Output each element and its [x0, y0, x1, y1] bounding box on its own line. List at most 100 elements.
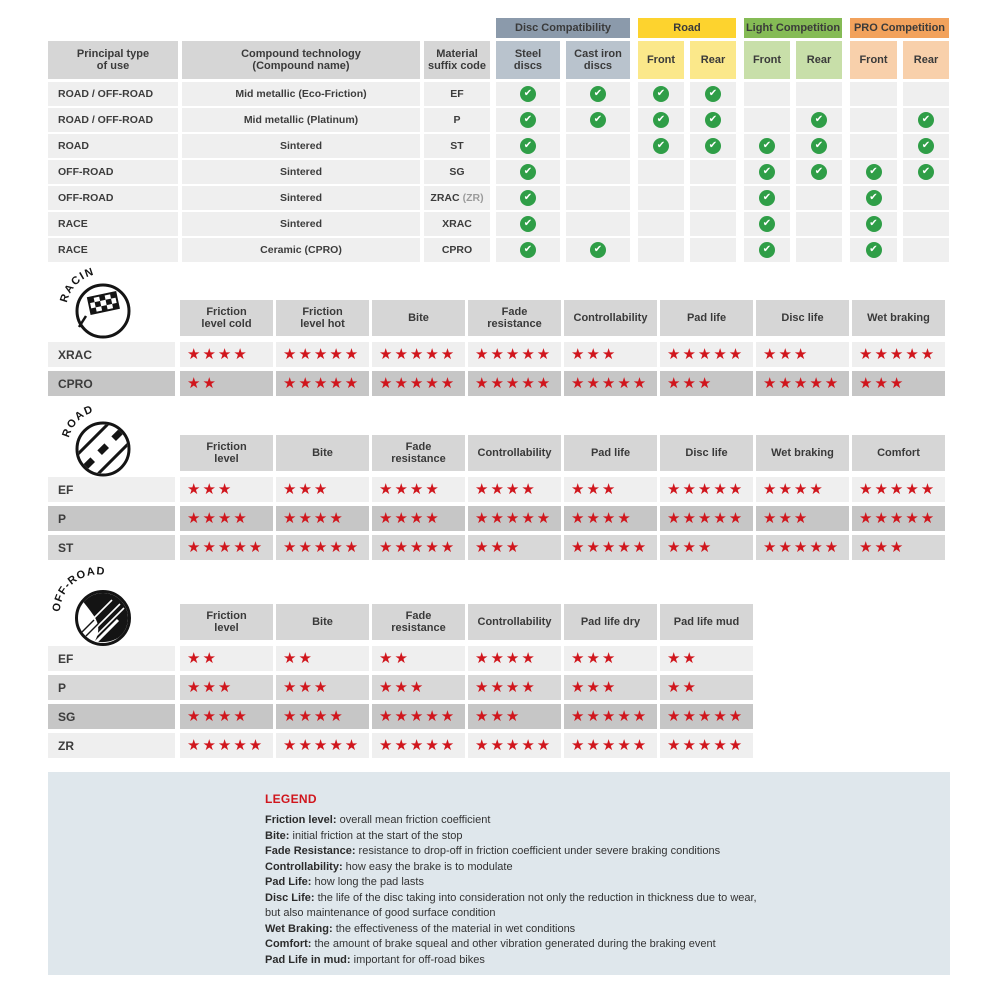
disc-compatibility-group-header: Disc Compatibility	[496, 18, 630, 38]
compatibility-cell	[903, 82, 949, 106]
compatibility-cell: ✔	[796, 160, 842, 184]
table-row: P ★★★★ ★★★★ ★★★★ ★★★★★ ★★★★ ★★★★★ ★★★ ★★★★★	[48, 506, 950, 531]
star-icons: ★★★★	[187, 707, 249, 725]
star-icons: ★★★★★	[667, 480, 745, 498]
star-rating-cell: ★★	[180, 371, 273, 396]
compatibility-cell	[796, 82, 842, 106]
road-icon: ROAD	[60, 403, 131, 477]
star-icons: ★★★	[571, 480, 618, 498]
compatibility-cell	[566, 134, 630, 158]
material-code-cell: XRAC	[424, 212, 490, 236]
rating-col-header-line: Friction	[302, 305, 343, 318]
star-icons: ★★★	[187, 480, 234, 498]
rating-col-header: Bite	[372, 300, 465, 336]
check-icon: ✔	[918, 164, 934, 180]
star-icons: ★★★★★	[379, 538, 457, 556]
star-icons: ★★★	[763, 345, 810, 363]
star-rating-cell: ★★★★★	[852, 342, 945, 367]
compatibility-cell	[638, 238, 684, 262]
star-rating-cell: ★★★★★	[372, 535, 465, 560]
check-icon: ✔	[520, 216, 536, 232]
col-header-steel-discs: Steel discs	[496, 41, 560, 79]
rating-rows: XRAC ★★★★ ★★★★★ ★★★★★ ★★★★★ ★★★ ★★★★★ ★★★ ★★★★★ C…	[48, 342, 950, 396]
table-row: EF ★★★ ★★★ ★★★★ ★★★★ ★★★ ★★★★★ ★★★★ ★★★★★	[48, 477, 950, 502]
col-header-pro-rear: Rear	[903, 41, 949, 79]
check-icon: ✔	[520, 112, 536, 128]
star-rating-cell: ★★★★★	[372, 371, 465, 396]
legend-item: but also maintenance of good surface con…	[265, 907, 496, 919]
star-icons: ★★★★★	[763, 374, 841, 392]
rating-header-row: Friction level Bite Fade resistance Controlla…	[48, 604, 950, 640]
rating-col-header-line: level	[214, 453, 239, 465]
star-rating-cell: ★★★★	[180, 506, 273, 531]
star-rating-cell: ★★★	[564, 342, 657, 367]
rating-col-header-line: Wet braking	[867, 311, 930, 324]
offroad-mud-icon: OFF-ROAD	[52, 566, 131, 646]
compound-code-label: P	[48, 675, 175, 700]
rating-col-header-line: Controllability	[477, 615, 552, 628]
compatibility-cell	[903, 238, 949, 262]
compatibility-cell	[796, 238, 842, 262]
star-rating-cell: ★★	[372, 646, 465, 671]
compatibility-cell: ✔	[496, 160, 560, 184]
star-rating-cell: ★★★	[468, 704, 561, 729]
star-rating-cell: ★★★★	[276, 506, 369, 531]
rating-col-header: Disc life	[756, 300, 849, 336]
star-rating-cell: ★★★	[372, 675, 465, 700]
check-icon: ✔	[759, 216, 775, 232]
road-rating-table: Friction level Bite Fade resistance Controlla…	[48, 435, 950, 564]
compatibility-cell: ✔	[496, 238, 560, 262]
star-rating-cell: ★★★★★	[564, 535, 657, 560]
rating-col-header-line: Pad life mud	[673, 615, 740, 628]
rating-col-header: Pad life dry	[564, 604, 657, 640]
star-rating-cell: ★★★★★	[276, 535, 369, 560]
rating-col-header-line: Pad life	[590, 446, 631, 459]
star-icons: ★★★	[571, 345, 618, 363]
star-icons: ★★★★★	[187, 538, 265, 556]
check-icon: ✔	[918, 112, 934, 128]
star-icons: ★★★★★	[571, 736, 649, 754]
check-icon: ✔	[653, 86, 669, 102]
star-icons: ★★★★★	[859, 480, 937, 498]
check-icon: ✔	[520, 86, 536, 102]
star-icons: ★★	[283, 649, 314, 667]
star-icons: ★★★★★	[667, 509, 745, 527]
check-icon: ✔	[653, 138, 669, 154]
star-icons: ★★★	[283, 480, 330, 498]
check-icon: ✔	[520, 242, 536, 258]
star-rating-cell: ★★★★★	[180, 535, 273, 560]
compatibility-cell	[850, 134, 897, 158]
compatibility-cell: ✔	[496, 186, 560, 210]
star-rating-cell: ★★★	[276, 675, 369, 700]
compatibility-cell	[566, 186, 630, 210]
light-competition-group-header: Light Competition	[744, 18, 842, 38]
material-code-cell: CPRO	[424, 238, 490, 262]
compatibility-cell	[850, 108, 897, 132]
rating-col-header: Bite	[276, 604, 369, 640]
star-icons: ★★★	[859, 538, 906, 556]
star-icons: ★★★★	[187, 509, 249, 527]
star-rating-cell: ★★★	[276, 477, 369, 502]
star-icons: ★★★★★	[379, 374, 457, 392]
star-rating-cell: ★★★	[564, 477, 657, 502]
star-icons: ★★★	[667, 374, 714, 392]
rating-col-header-line: Wet braking	[771, 446, 834, 459]
rating-col-header-line: Friction	[206, 440, 247, 453]
compatibility-cell: ✔	[850, 160, 897, 184]
star-rating-cell: ★★★	[564, 646, 657, 671]
check-icon: ✔	[759, 138, 775, 154]
compound-code-label: P	[48, 506, 175, 531]
star-icons: ★★★★	[475, 480, 537, 498]
rating-col-header-line: resistance	[391, 453, 446, 465]
star-rating-cell: ★★★★★	[372, 342, 465, 367]
rating-col-header-line: Pad life	[686, 311, 727, 324]
compatibility-cell	[690, 160, 736, 184]
star-rating-cell: ★★★★	[468, 675, 561, 700]
rating-col-header-line: Fade	[405, 609, 432, 622]
compatibility-cell: ✔	[638, 82, 684, 106]
compatibility-cell	[566, 212, 630, 236]
star-icons: ★★★★	[379, 509, 441, 527]
star-icons: ★★★★★	[859, 345, 937, 363]
check-icon: ✔	[865, 164, 882, 180]
star-rating-cell: ★★★★★	[660, 477, 753, 502]
